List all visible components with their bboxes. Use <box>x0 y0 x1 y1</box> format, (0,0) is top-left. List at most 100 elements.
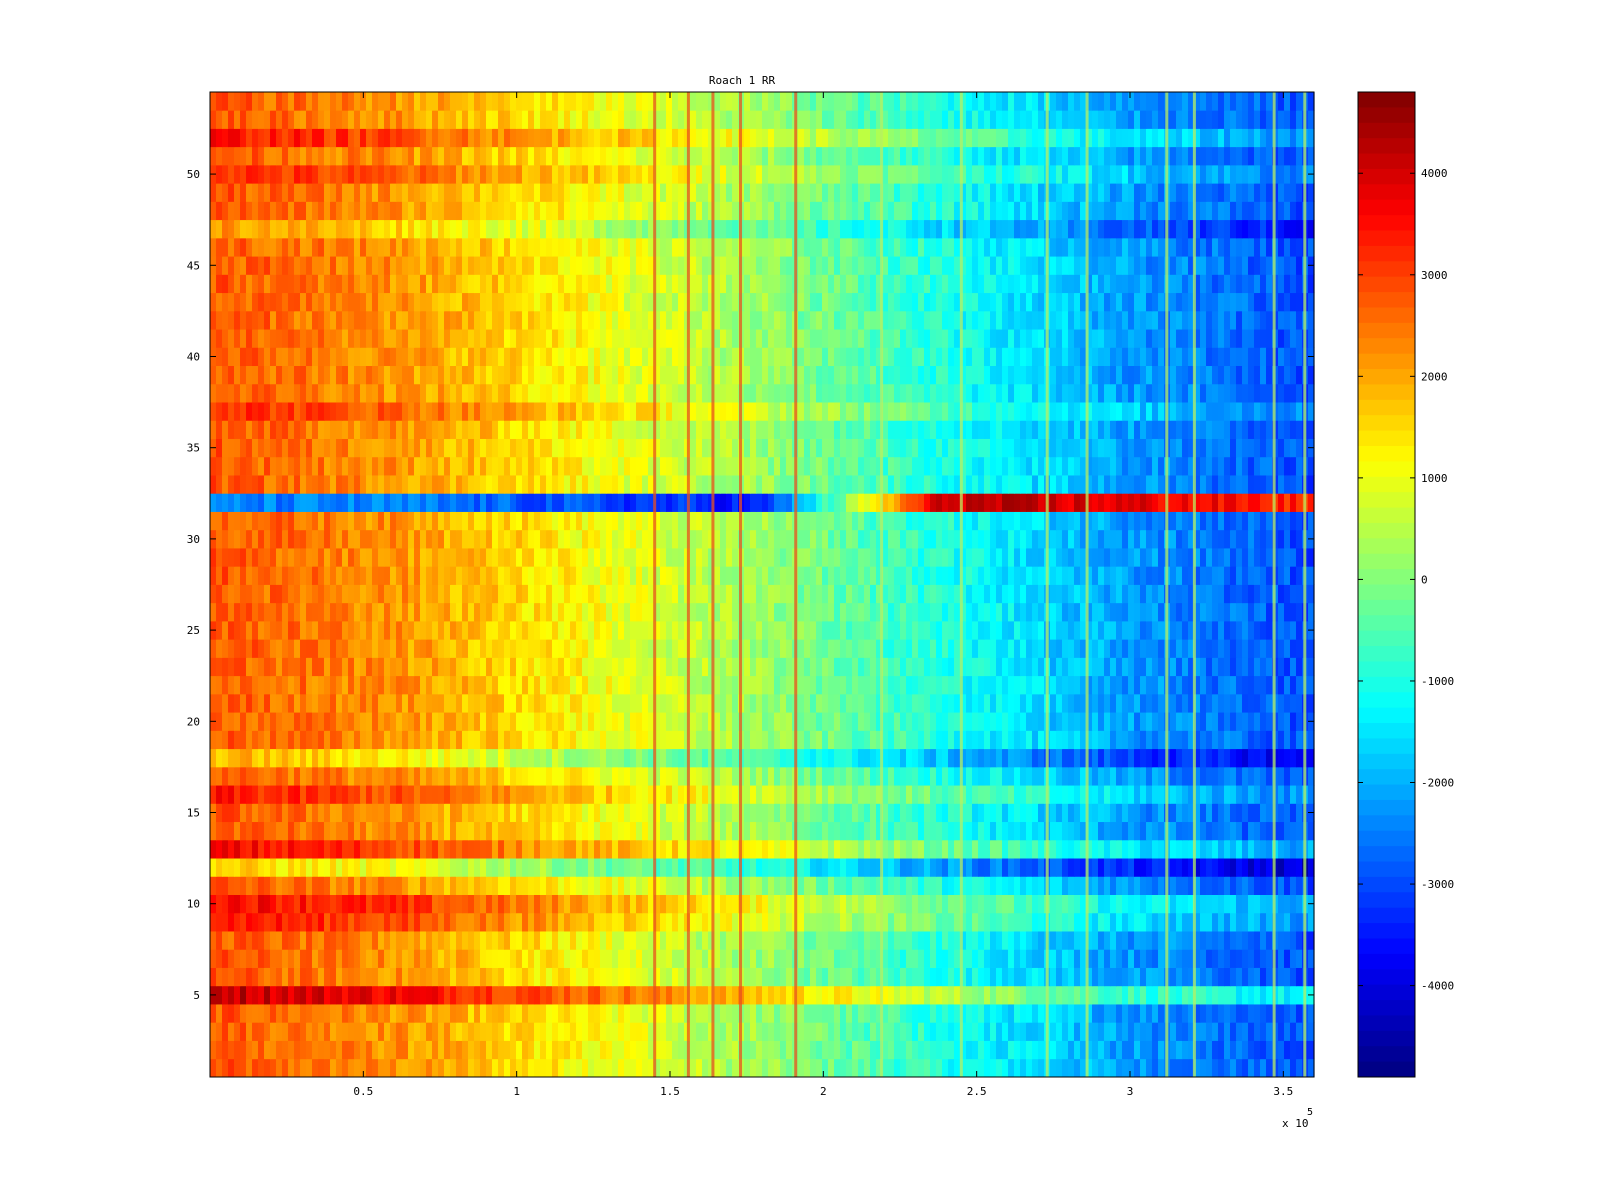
heatmap-cell <box>1278 985 1285 1005</box>
heatmap-cell <box>522 912 529 932</box>
heatmap-cell <box>798 712 805 731</box>
heatmap-cell <box>306 639 313 658</box>
heatmap-cell <box>1170 620 1177 640</box>
heatmap-cell <box>948 858 955 877</box>
heatmap-cell <box>570 821 577 841</box>
heatmap-cell <box>612 584 619 604</box>
heatmap-cell <box>1224 693 1231 713</box>
heatmap-cell <box>972 675 979 695</box>
heatmap-cell <box>570 839 577 859</box>
heatmap-cell <box>864 766 871 786</box>
heatmap-cell <box>1308 785 1315 804</box>
heatmap-cell <box>690 730 697 750</box>
heatmap-cell <box>906 675 913 695</box>
heatmap-cell <box>1128 1040 1135 1060</box>
heatmap-cell <box>402 931 409 950</box>
heatmap-cell <box>1050 639 1057 658</box>
heatmap-cell <box>1110 821 1117 841</box>
heatmap-cell <box>972 876 979 895</box>
heatmap-cell <box>270 620 277 640</box>
heatmap-cell <box>1290 821 1297 841</box>
heatmap-cell <box>918 1022 925 1041</box>
heatmap-cell <box>1284 1022 1291 1041</box>
heatmap-cell <box>1212 821 1219 841</box>
heatmap-cell <box>732 931 739 950</box>
heatmap-cell <box>678 584 685 604</box>
heatmap-cell <box>498 876 505 895</box>
heatmap-cell <box>882 894 889 914</box>
heatmap-cell <box>354 620 361 640</box>
heatmap-cell <box>1212 675 1219 695</box>
heatmap-cell <box>600 766 607 786</box>
heatmap-cell <box>1104 821 1111 841</box>
heatmap-cell <box>936 1058 943 1078</box>
heatmap-cell <box>720 639 727 658</box>
heatmap-cell <box>558 985 565 1005</box>
heatmap-cell <box>504 693 511 713</box>
heatmap-cell <box>354 602 361 622</box>
heatmap-cell <box>390 766 397 786</box>
heatmap-cell <box>606 730 613 750</box>
heatmap-cell <box>1194 584 1201 604</box>
heatmap-cell <box>618 1004 625 1023</box>
heatmap-cell <box>264 821 271 841</box>
heatmap-cell <box>492 858 499 877</box>
heatmap-cell <box>1038 894 1045 914</box>
heatmap-cell <box>1278 821 1285 841</box>
heatmap-cell <box>834 602 841 622</box>
heatmap-cell <box>1200 1058 1207 1078</box>
heatmap-cell <box>798 785 805 804</box>
heatmap-cell <box>1134 712 1141 731</box>
heatmap-cell <box>864 949 871 968</box>
heatmap-cell <box>888 1004 895 1023</box>
heatmap-cell <box>672 620 679 640</box>
heatmap-cell <box>1110 730 1117 750</box>
heatmap-cell <box>420 584 427 604</box>
heatmap-cell <box>1182 985 1189 1005</box>
heatmap-cell <box>864 602 871 622</box>
heatmap-cell <box>564 785 571 804</box>
heatmap-cell <box>1116 858 1123 877</box>
heatmap-cell <box>720 985 727 1005</box>
heatmap-cell <box>1062 858 1069 877</box>
heatmap-cell <box>624 657 631 677</box>
heatmap-cell <box>990 967 997 987</box>
heatmap-cell <box>1056 912 1063 932</box>
heatmap-cell <box>714 766 721 786</box>
heatmap-cell <box>840 1004 847 1023</box>
heatmap-cell <box>408 876 415 895</box>
heatmap-cell <box>1098 785 1105 804</box>
heatmap-cell <box>1086 675 1093 695</box>
heatmap-cell <box>750 766 757 786</box>
heatmap-cell <box>714 821 721 841</box>
heatmap-cell <box>642 712 649 731</box>
heatmap-cell <box>354 985 361 1005</box>
heatmap-cell <box>258 912 265 932</box>
heatmap-cell <box>1290 1040 1297 1060</box>
heatmap-cell <box>870 1022 877 1041</box>
heatmap-cell <box>1026 876 1033 895</box>
heatmap-cell <box>1290 803 1297 823</box>
heatmap-cell <box>1290 620 1297 640</box>
heatmap-cell <box>1080 620 1087 640</box>
heatmap-cell <box>294 839 301 859</box>
heatmap-cell <box>690 693 697 713</box>
heatmap-cell <box>858 785 865 804</box>
heatmap-cell <box>822 785 829 804</box>
heatmap-cell <box>678 730 685 750</box>
heatmap-cell <box>954 602 961 622</box>
heatmap-cell <box>1074 675 1081 695</box>
heatmap-cell <box>942 730 949 750</box>
heatmap-cell <box>366 1058 373 1078</box>
heatmap-cell <box>1116 894 1123 914</box>
heatmap-cell <box>252 1022 259 1041</box>
heatmap-cell <box>594 584 601 604</box>
heatmap-cell <box>594 931 601 950</box>
heatmap-cell <box>336 730 343 750</box>
heatmap-cell <box>1116 1040 1123 1060</box>
heatmap-cell <box>342 584 349 604</box>
heatmap-cell <box>918 584 925 604</box>
heatmap-cell <box>540 931 547 950</box>
heatmap-cell <box>252 1040 259 1060</box>
heatmap-cell <box>576 602 583 622</box>
